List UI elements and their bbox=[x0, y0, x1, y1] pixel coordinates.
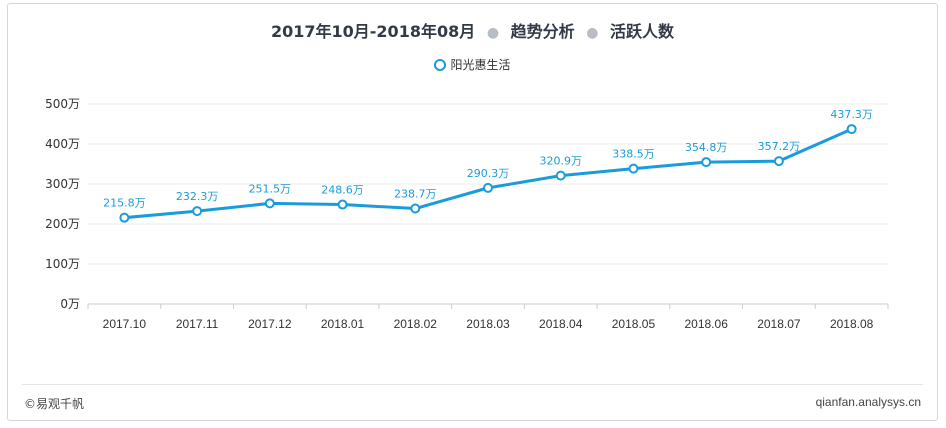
data-label: 357.2万 bbox=[758, 140, 801, 153]
chart-legend[interactable]: 阳光惠生活 bbox=[8, 56, 937, 73]
y-tick-label: 400万 bbox=[45, 137, 80, 151]
x-tick-label: 2018.07 bbox=[757, 317, 801, 331]
data-point bbox=[264, 198, 275, 209]
x-tick-label: 2018.05 bbox=[612, 317, 656, 331]
x-tick-label: 2018.08 bbox=[830, 317, 874, 331]
data-label: 238.7万 bbox=[394, 188, 437, 201]
data-label: 290.3万 bbox=[467, 167, 510, 180]
title-separator: ● bbox=[486, 25, 500, 41]
copyright-text: ©易观千帆 bbox=[24, 397, 85, 411]
title-analysis: 趋势分析 bbox=[510, 22, 575, 41]
data-label: 338.5万 bbox=[612, 148, 655, 161]
data-label: 215.8万 bbox=[103, 197, 146, 210]
data-label: 251.5万 bbox=[249, 182, 292, 195]
y-tick-label: 0万 bbox=[60, 297, 80, 311]
x-tick-label: 2018.03 bbox=[466, 317, 510, 331]
footer-divider bbox=[22, 384, 923, 385]
y-tick-label: 300万 bbox=[45, 177, 80, 191]
title-separator: ● bbox=[586, 25, 599, 41]
data-point bbox=[337, 199, 348, 210]
data-point bbox=[483, 182, 493, 193]
data-label: 437.3万 bbox=[830, 108, 873, 121]
y-tick-label: 200万 bbox=[45, 217, 80, 231]
legend-marker-icon bbox=[434, 59, 447, 71]
data-point bbox=[846, 124, 857, 135]
x-tick-label: 2017.11 bbox=[176, 317, 219, 331]
chart-card: 2017年10月-2018年08月 ● 趋势分析 ● 活跃人数 阳光惠生活 ©易… bbox=[7, 3, 938, 421]
data-label: 320.9万 bbox=[539, 155, 582, 168]
title-metric: 活跃人数 bbox=[610, 22, 675, 41]
data-point bbox=[192, 206, 203, 217]
x-tick-label: 2018.01 bbox=[321, 317, 365, 331]
x-tick-label: 2018.04 bbox=[539, 317, 583, 331]
data-point bbox=[555, 170, 566, 181]
site-url: qianfan.analysys.cn bbox=[815, 395, 921, 409]
x-tick-label: 2018.02 bbox=[394, 317, 438, 331]
data-point bbox=[119, 212, 130, 223]
x-tick-label: 2017.12 bbox=[248, 317, 292, 331]
data-point bbox=[628, 163, 639, 174]
y-tick-label: 100万 bbox=[45, 257, 80, 271]
data-point bbox=[773, 156, 784, 167]
y-tick-label: 500万 bbox=[45, 97, 80, 111]
data-point bbox=[701, 157, 712, 168]
data-point bbox=[410, 203, 421, 214]
legend-series-label: 阳光惠生活 bbox=[450, 58, 511, 72]
x-tick-label: 2017.10 bbox=[103, 317, 147, 331]
title-date-range: 2017年10月-2018年08月 bbox=[270, 22, 476, 41]
data-label: 248.6万 bbox=[321, 184, 364, 197]
data-label: 232.3万 bbox=[176, 190, 219, 203]
x-tick-label: 2018.06 bbox=[684, 317, 728, 331]
chart-title: 2017年10月-2018年08月 ● 趋势分析 ● 活跃人数 bbox=[8, 18, 937, 42]
data-label: 354.8万 bbox=[685, 141, 728, 154]
